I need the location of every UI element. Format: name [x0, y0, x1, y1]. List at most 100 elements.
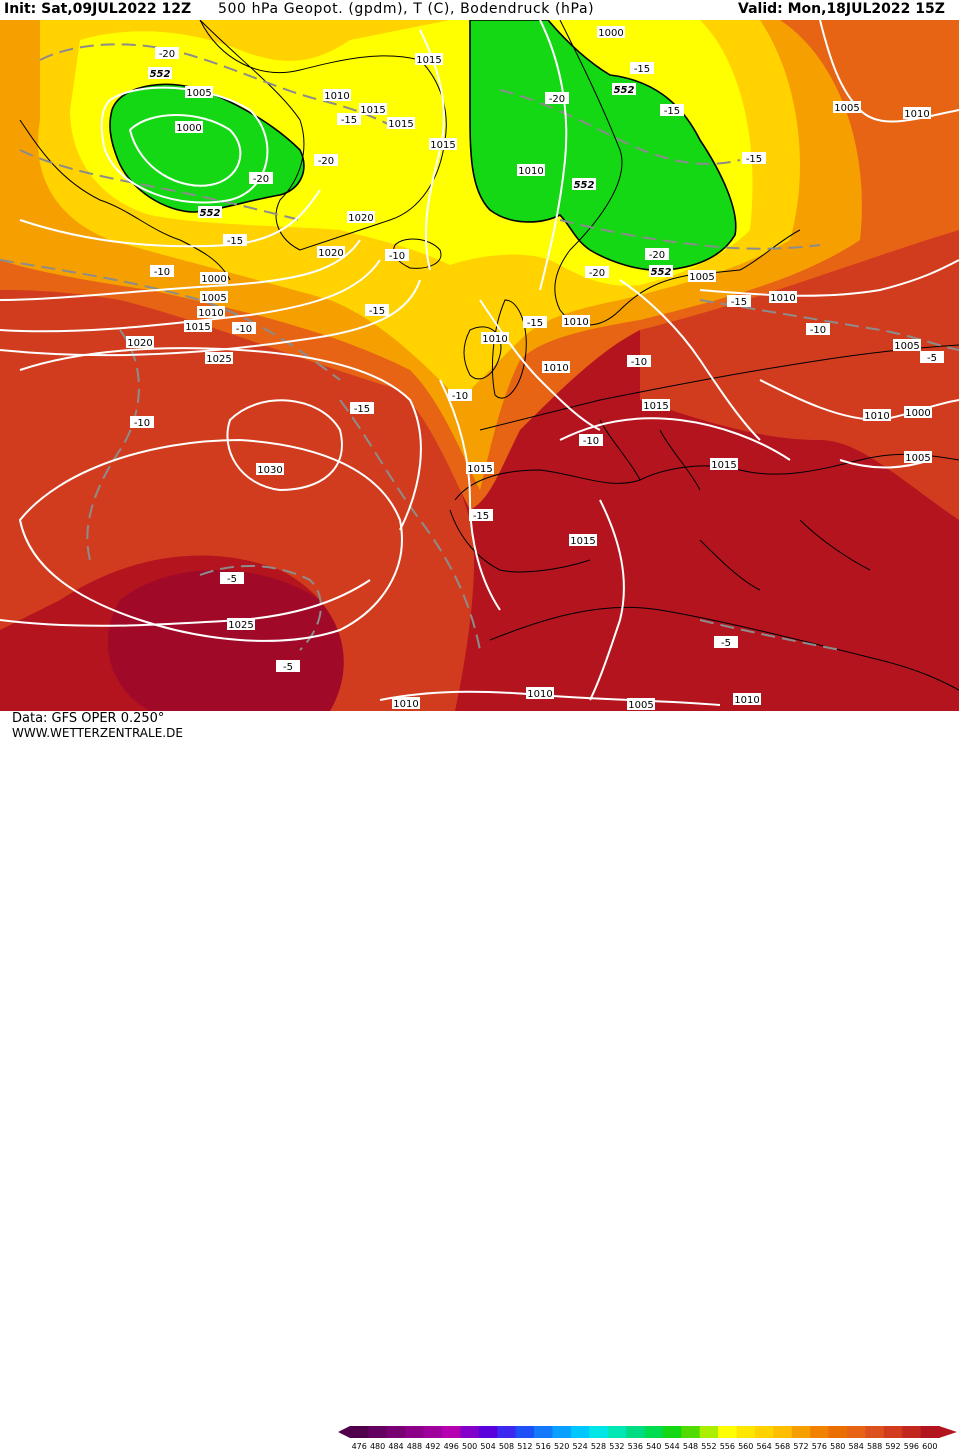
pressure-label: 1015 [359, 103, 387, 116]
svg-text:552: 552 [150, 69, 171, 80]
pressure-label: 1005 [688, 270, 716, 283]
temperature-label: -15 [365, 304, 389, 317]
field-red-east [640, 220, 959, 520]
svg-text:1005: 1005 [186, 88, 211, 99]
pressure-label: 1010 [197, 306, 225, 319]
svg-text:1030: 1030 [257, 465, 282, 476]
map-footer: Data: GFS OPER 0.250° WWW.WETTERZENTRALE… [0, 711, 959, 1451]
geopotential-552-east [469, 19, 737, 272]
svg-text:-20: -20 [589, 268, 605, 279]
scale-swatch [699, 1426, 719, 1438]
temperature-label: -10 [806, 323, 830, 336]
svg-text:1015: 1015 [643, 401, 668, 412]
svg-text:1015: 1015 [430, 140, 455, 151]
pressure-label: 1010 [517, 164, 545, 177]
svg-text:1010: 1010 [527, 689, 552, 700]
svg-text:1010: 1010 [563, 317, 588, 328]
svg-text:1010: 1010 [543, 363, 568, 374]
scale-label: 580 [830, 1442, 845, 1451]
scale-swatch [810, 1426, 830, 1438]
svg-text:-10: -10 [631, 357, 647, 368]
temperature-label: -20 [585, 266, 609, 279]
temperature-label: -20 [155, 47, 179, 60]
scale-label: 596 [904, 1442, 919, 1451]
svg-text:-10: -10 [134, 418, 150, 429]
svg-text:1015: 1015 [388, 119, 413, 130]
map-header: Init: Sat,09JUL2022 12Z 500 hPa Geopot. … [0, 0, 959, 20]
svg-text:1025: 1025 [206, 354, 231, 365]
pressure-label: 1025 [227, 618, 255, 631]
pressure-label: 1010 [562, 315, 590, 328]
svg-text:-15: -15 [746, 154, 762, 165]
svg-text:-15: -15 [341, 115, 357, 126]
pressure-label: 1015 [415, 53, 443, 66]
scale-label: 524 [572, 1442, 587, 1451]
scale-swatch [846, 1426, 866, 1438]
scale-label: 556 [720, 1442, 735, 1451]
svg-text:-20: -20 [318, 156, 334, 167]
svg-text:1010: 1010 [393, 699, 418, 710]
scale-label: 532 [609, 1442, 624, 1451]
scale-swatch [570, 1426, 590, 1438]
scale-label: 528 [591, 1442, 606, 1451]
map-title: 500 hPa Geopot. (gpdm), T (C), Bodendruc… [218, 1, 595, 17]
svg-text:-10: -10 [452, 391, 468, 402]
pressure-label: 1010 [542, 361, 570, 374]
svg-text:-10: -10 [154, 267, 170, 278]
scale-swatch [718, 1426, 738, 1438]
scale-label: 568 [775, 1442, 790, 1451]
pressure-label: 1030 [256, 463, 284, 476]
geopotential-label: 552 [148, 67, 172, 80]
svg-text:-15: -15 [369, 306, 385, 317]
data-source: Data: GFS OPER 0.250° [12, 711, 165, 726]
geopotential-label: 552 [198, 206, 222, 219]
scale-swatch [883, 1426, 903, 1438]
temperature-label: -5 [714, 636, 738, 649]
geopotential-label: 552 [612, 83, 636, 96]
svg-text:-10: -10 [236, 324, 252, 335]
temperature-label: -10 [579, 434, 603, 447]
scale-label: 548 [683, 1442, 698, 1451]
temperature-label: -20 [249, 172, 273, 185]
pressure-label: 1005 [200, 291, 228, 304]
isobars [0, 19, 959, 706]
temperature-label: -10 [130, 416, 154, 429]
scale-swatch [460, 1426, 480, 1438]
scale-label: 560 [738, 1442, 753, 1451]
temperature-label: -5 [220, 572, 244, 585]
svg-text:1000: 1000 [176, 123, 201, 134]
pressure-label: 1015 [184, 320, 212, 333]
scale-label: 552 [701, 1442, 716, 1451]
scale-label: 540 [646, 1442, 661, 1451]
scale-label: 484 [388, 1442, 403, 1451]
temperature-label: -15 [469, 509, 493, 522]
scale-label: 476 [352, 1442, 367, 1451]
svg-text:-15: -15 [634, 64, 650, 75]
svg-text:-15: -15 [527, 318, 543, 329]
svg-text:552: 552 [651, 267, 672, 278]
svg-text:1020: 1020 [127, 338, 152, 349]
scale-label: 492 [425, 1442, 440, 1451]
scale-label: 508 [499, 1442, 514, 1451]
temperature-label: -15 [742, 152, 766, 165]
scale-swatch [350, 1426, 369, 1438]
pressure-label: 1010 [903, 107, 931, 120]
pressure-label: 1015 [642, 399, 670, 412]
svg-text:1005: 1005 [894, 341, 919, 352]
scale-arrow-left [338, 1426, 350, 1438]
svg-text:-10: -10 [810, 325, 826, 336]
scale-swatch [478, 1426, 498, 1438]
temperature-label: -5 [920, 351, 944, 364]
svg-text:-15: -15 [473, 511, 489, 522]
pressure-label: 1000 [200, 272, 228, 285]
scale-swatch [644, 1426, 664, 1438]
pressure-label: 1010 [323, 89, 351, 102]
temperature-label: -5 [276, 660, 300, 673]
scale-swatch [865, 1426, 885, 1438]
coastlines [19, 19, 959, 691]
scale-arrow-right [939, 1426, 957, 1438]
svg-text:1010: 1010 [770, 293, 795, 304]
svg-text:552: 552 [200, 208, 221, 219]
temperature-label: -10 [627, 355, 651, 368]
